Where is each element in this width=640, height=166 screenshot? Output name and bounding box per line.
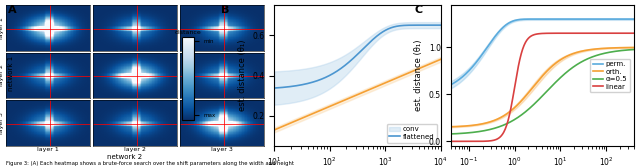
X-axis label: layer 1: layer 1 — [37, 147, 59, 152]
Text: C: C — [415, 5, 423, 15]
X-axis label: layer 3: layer 3 — [211, 147, 233, 152]
Y-axis label: layer 3: layer 3 — [0, 112, 4, 134]
Text: Figure 3: (A) Each heatmap shows a brute-force search over the shift parameters : Figure 3: (A) Each heatmap shows a brute… — [6, 161, 294, 166]
Text: A: A — [8, 5, 16, 15]
Text: network 2: network 2 — [108, 154, 142, 160]
Legend: perm., orth., α=0.5, linear: perm., orth., α=0.5, linear — [589, 59, 630, 92]
Text: network 1: network 1 — [8, 55, 14, 91]
Y-axis label: layer 2: layer 2 — [0, 65, 4, 86]
Title: distance: distance — [175, 30, 202, 35]
Legend: conv, flattened: conv, flattened — [387, 124, 437, 143]
Y-axis label: layer 1: layer 1 — [0, 17, 4, 39]
Y-axis label: est. distance (θ₁): est. distance (θ₁) — [238, 40, 247, 111]
Y-axis label: est. distance (θ₁): est. distance (θ₁) — [414, 40, 423, 111]
X-axis label: layer 2: layer 2 — [124, 147, 146, 152]
Text: B: B — [221, 5, 229, 15]
